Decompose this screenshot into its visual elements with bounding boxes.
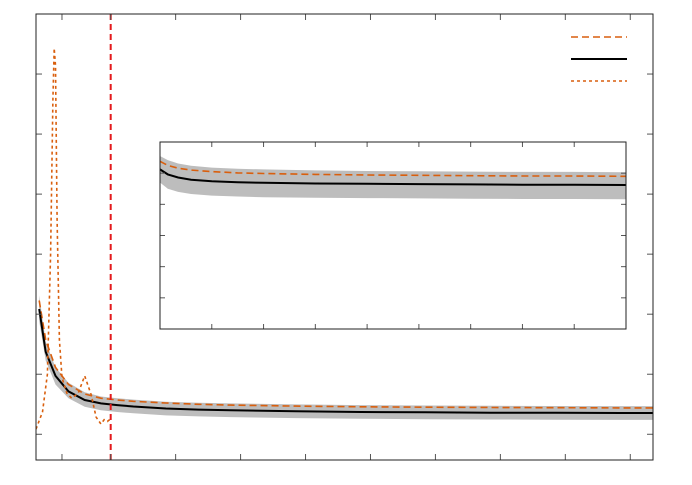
main-frame (35, 13, 654, 461)
inset-chart (159, 141, 627, 330)
inset-series-solid (160, 168, 626, 186)
main-chart (35, 13, 654, 461)
inset-series-dashed (160, 160, 626, 178)
inset-uncertainty-band (160, 156, 626, 200)
main-series-dotted (36, 48, 112, 430)
main-plot-area (36, 14, 653, 460)
inset-frame (159, 141, 627, 330)
main-series-solid (38, 308, 653, 414)
legend (571, 36, 627, 82)
inset-plot-area (160, 156, 626, 200)
